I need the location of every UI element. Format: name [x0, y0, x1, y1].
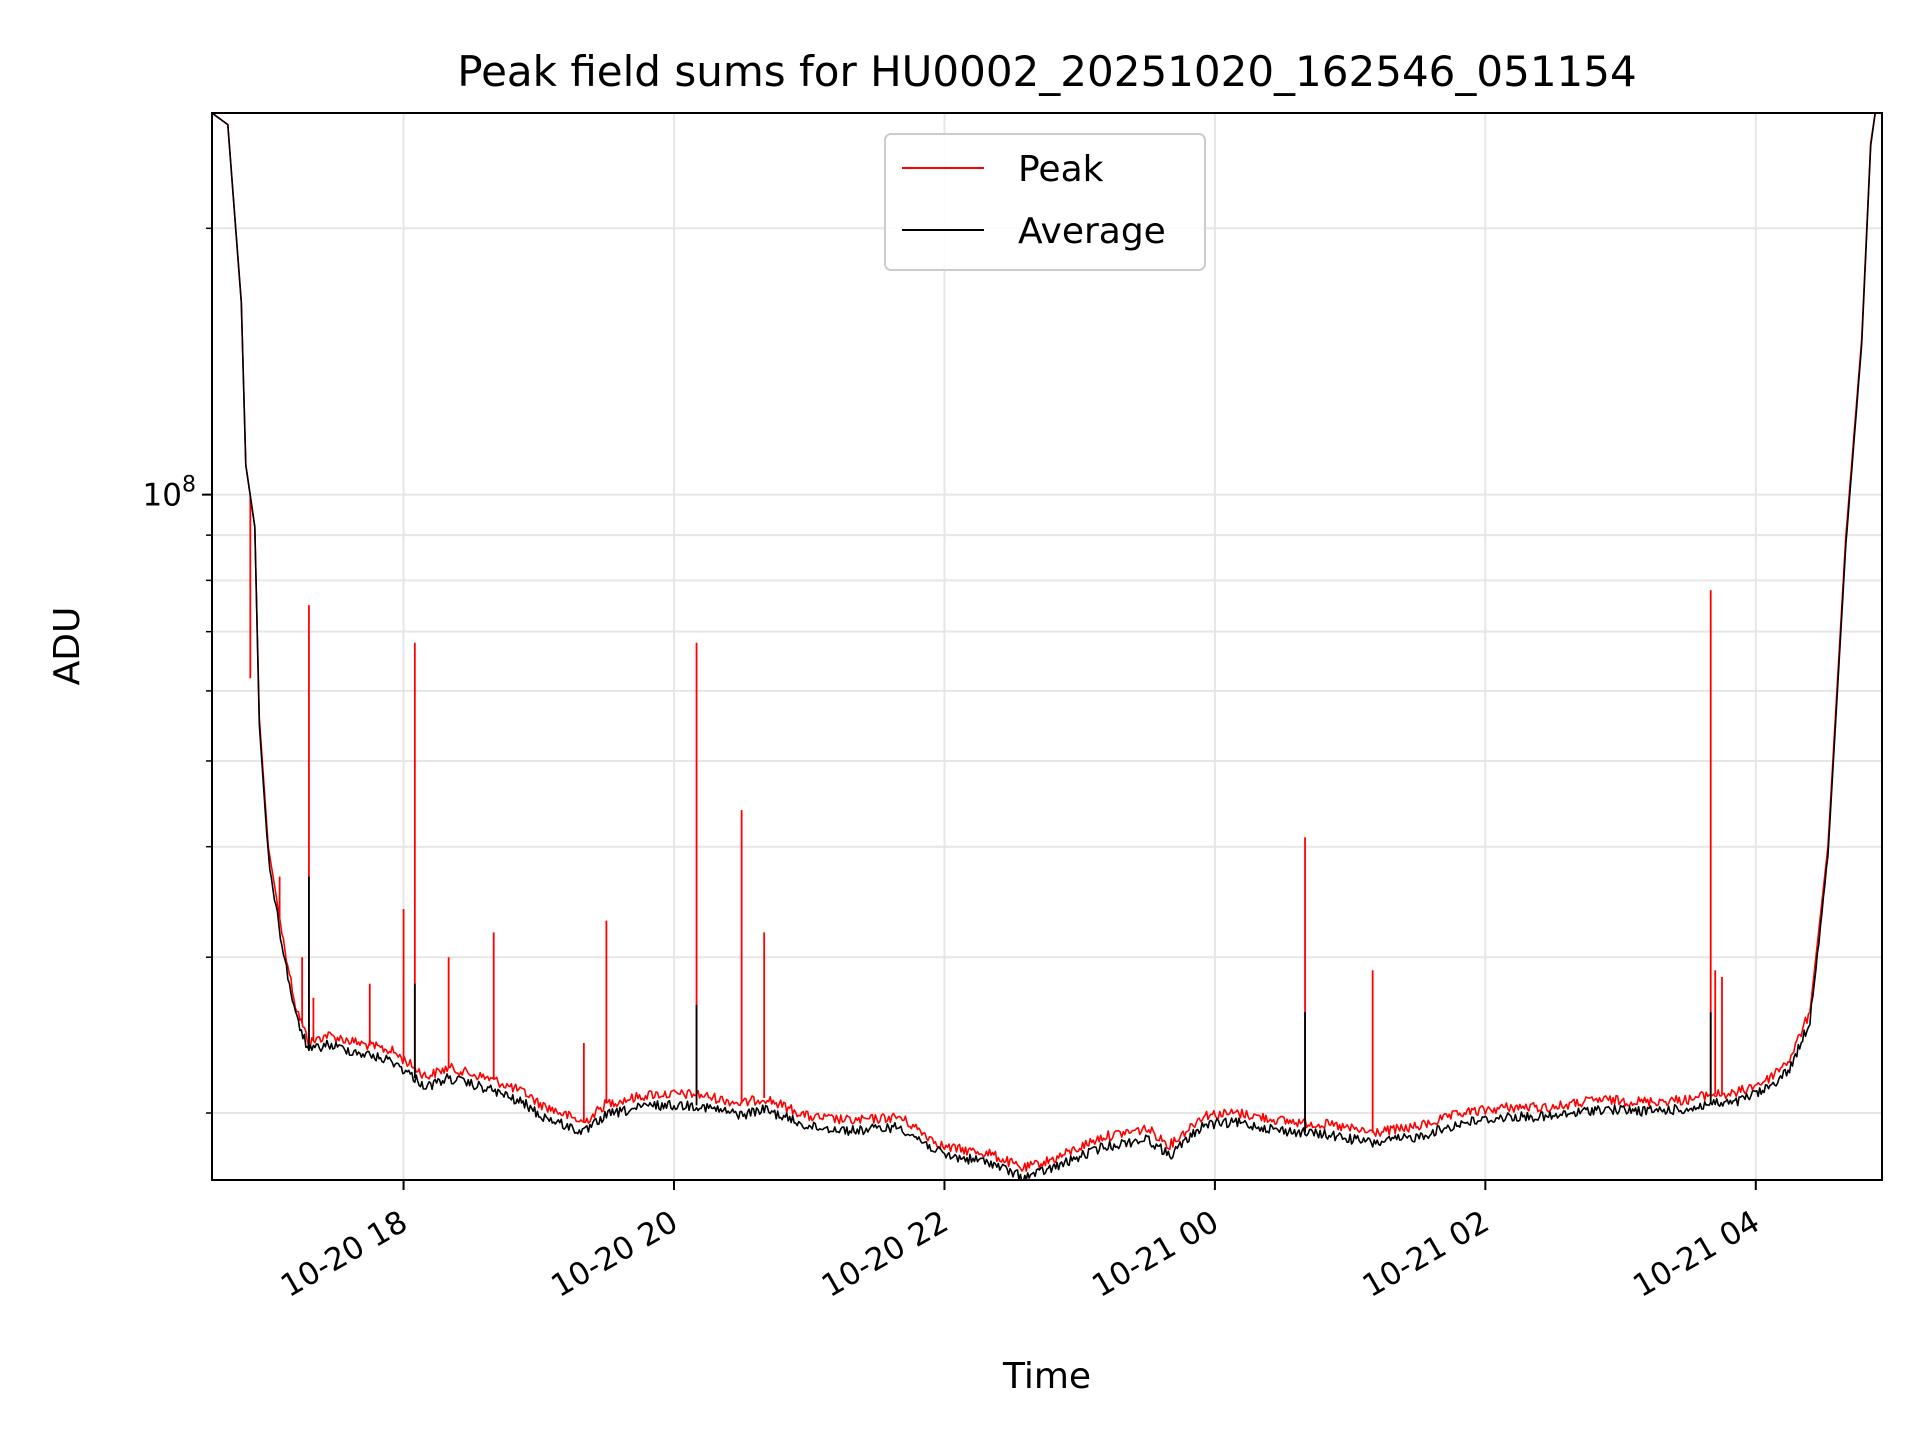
series-line-average: [212, 113, 1876, 1180]
y-tick-label-base: 10: [143, 478, 182, 514]
legend-label-average: Average: [1018, 211, 1166, 252]
x-axis-label: Time: [1002, 1356, 1091, 1397]
y-tick-label: 108: [143, 473, 196, 514]
plot-series: [212, 113, 1876, 1180]
legend-label-peak: Peak: [1018, 149, 1104, 190]
chart-title: Peak field sums for HU0002_20251020_1625…: [457, 47, 1636, 96]
y-tick-label-exponent: 8: [182, 473, 196, 498]
plot-frame: [211, 112, 1883, 1181]
y-axis-label: ADU: [47, 607, 88, 686]
y-axis-ticks: 108: [143, 227, 212, 1114]
legend: Peak Average: [884, 133, 1206, 271]
series-line-peak: [212, 113, 1876, 1172]
